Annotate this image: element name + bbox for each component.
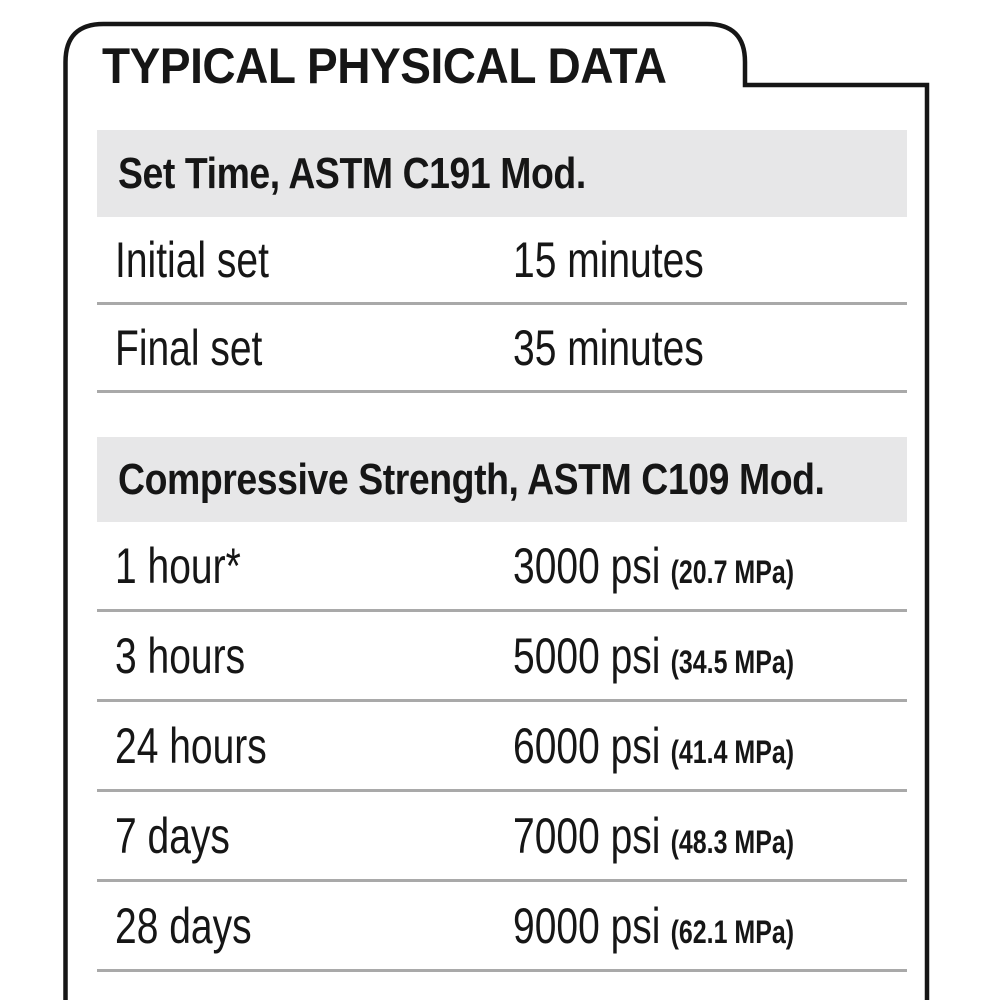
set-time-rows: Initial set 15 minutes Final set 35 minu… <box>97 217 907 393</box>
row-label: 3 hours <box>115 627 246 684</box>
row-label: 28 days <box>115 897 252 954</box>
table-row: 24 hours 6000 psi (41.4 MPa) <box>97 702 907 792</box>
row-label: Initial set <box>115 231 269 288</box>
row-label: 1 hour* <box>115 537 241 594</box>
row-metric-text: (20.7 MPa) <box>670 553 795 590</box>
row-value: 35 minutes <box>513 319 704 377</box>
row-value: 7000 psi (48.3 MPa) <box>513 807 794 865</box>
row-value-text: 15 minutes <box>513 231 704 288</box>
section-header-label: Set Time, ASTM C191 Mod. <box>118 148 586 198</box>
compressive-strength-rows: 1 hour* 3000 psi (20.7 MPa) 3 hours 5000… <box>97 522 907 972</box>
row-metric-text: (41.4 MPa) <box>670 733 795 770</box>
row-label: Final set <box>115 319 263 376</box>
row-value: 9000 psi (62.1 MPa) <box>513 897 794 955</box>
row-label: 7 days <box>115 807 230 864</box>
row-value: 6000 psi (41.4 MPa) <box>513 717 794 775</box>
table-row: 3 hours 5000 psi (34.5 MPa) <box>97 612 907 702</box>
row-value: 15 minutes <box>513 231 704 289</box>
row-value-text: 9000 psi <box>513 897 661 954</box>
table-row: 28 days 9000 psi (62.1 MPa) <box>97 882 907 972</box>
row-metric-text: (48.3 MPa) <box>670 823 795 860</box>
section-header-set-time: Set Time, ASTM C191 Mod. <box>97 130 907 217</box>
row-value-text: 7000 psi <box>513 807 661 864</box>
row-value-text: 3000 psi <box>513 537 661 594</box>
row-value-text: 6000 psi <box>513 717 661 774</box>
row-value: 3000 psi (20.7 MPa) <box>513 537 794 595</box>
table-row: Initial set 15 minutes <box>97 217 907 305</box>
row-metric-text: (34.5 MPa) <box>670 643 795 680</box>
section-header-compressive-strength: Compressive Strength, ASTM C109 Mod. <box>97 437 907 522</box>
row-label: 24 hours <box>115 717 267 774</box>
table-row: Final set 35 minutes <box>97 305 907 393</box>
section-header-label: Compressive Strength, ASTM C109 Mod. <box>118 454 825 504</box>
page-title: TYPICAL PHYSICAL DATA <box>102 38 667 94</box>
row-value-text: 35 minutes <box>513 319 704 376</box>
row-value-text: 5000 psi <box>513 627 661 684</box>
row-metric-text: (62.1 MPa) <box>670 913 795 950</box>
table-row: 7 days 7000 psi (48.3 MPa) <box>97 792 907 882</box>
row-value: 5000 psi (34.5 MPa) <box>513 627 794 685</box>
table-row: 1 hour* 3000 psi (20.7 MPa) <box>97 522 907 612</box>
